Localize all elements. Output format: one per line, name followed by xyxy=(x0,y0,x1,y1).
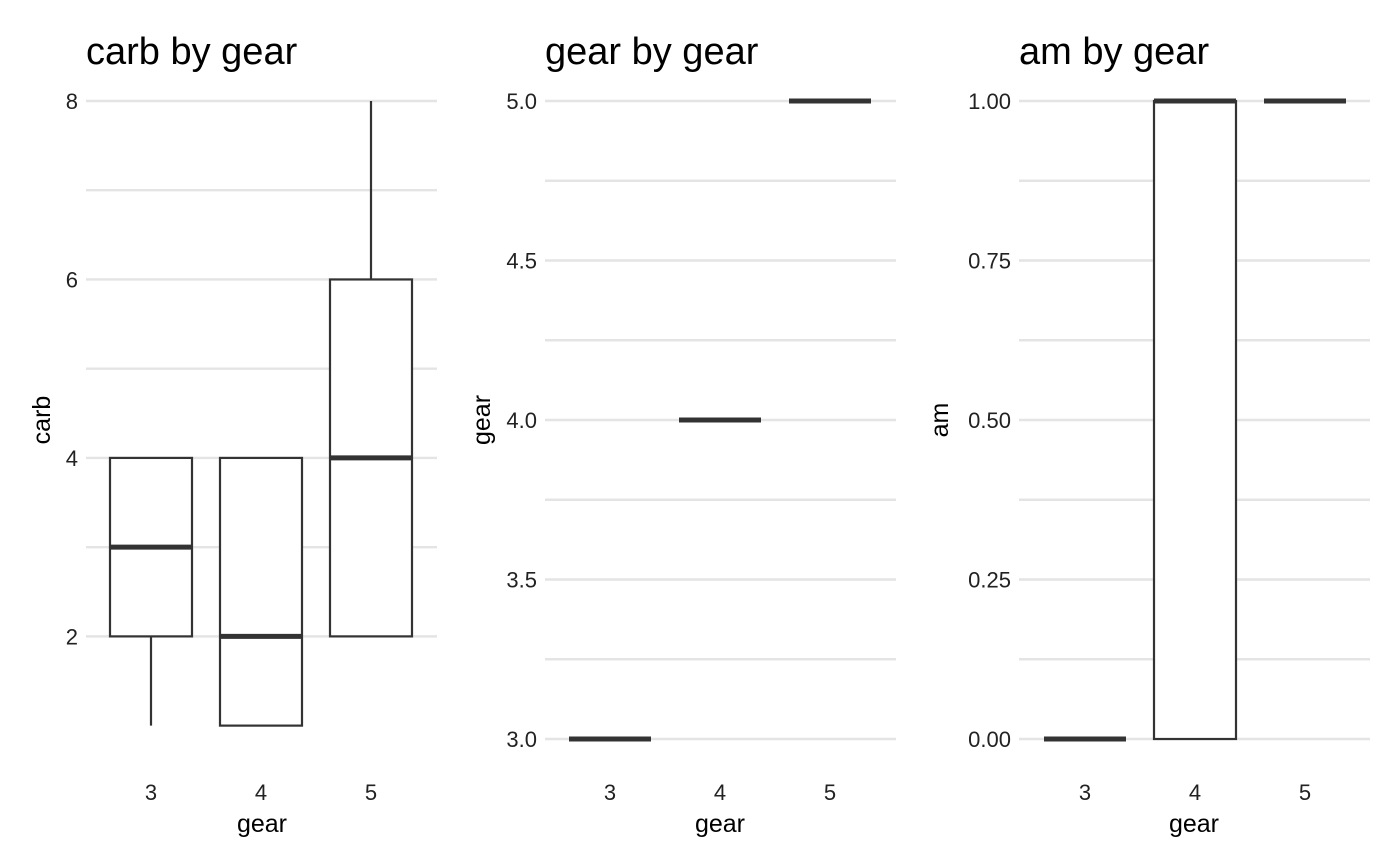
panel-2-plot-area: 3.0 3.5 4.0 4.5 5.0 3 4 5 xyxy=(506,89,896,805)
panel-1-y-tick-label-3: 8 xyxy=(66,89,78,114)
panel-3-box-4 xyxy=(1152,98,1238,741)
panel-1-box-3 xyxy=(108,456,194,726)
panel-1-iqr-box-4 xyxy=(218,456,304,727)
panel-3-x-tick-label-2: 5 xyxy=(1299,780,1311,805)
panel-1-y-tick-label-0: 2 xyxy=(66,624,78,649)
panel-1-box-5 xyxy=(328,101,414,638)
panel-carb-by-gear: carb by gear carb gear 2 4 6 8 3 4 5 xyxy=(28,31,437,838)
panel-3-x-axis-title: gear xyxy=(1169,810,1219,838)
panel-3-iqr-box-4 xyxy=(1152,99,1238,741)
panel-1-x-tick-label-1: 4 xyxy=(255,780,267,805)
panel-1-y-tick-label-1: 4 xyxy=(66,446,78,471)
panel-2-x-tick-label-0: 3 xyxy=(604,780,616,805)
panel-3-title: am by gear xyxy=(1019,31,1209,73)
panel-2-y-tick-label-2: 4.0 xyxy=(506,408,537,433)
panel-2-y-tick-label-0: 3.0 xyxy=(506,727,537,752)
panel-2-x-tick-label-1: 4 xyxy=(714,780,726,805)
panel-3-y-tick-label-3: 0.75 xyxy=(968,249,1011,274)
panel-1-x-tick-label-0: 3 xyxy=(145,780,157,805)
panel-2-y-axis-title: gear xyxy=(468,395,496,445)
panel-1-x-tick-label-2: 5 xyxy=(365,780,377,805)
panel-1-y-axis-title: carb xyxy=(28,396,56,445)
panel-2-y-tick-label-1: 3.5 xyxy=(506,568,537,593)
panel-am-by-gear: am by gear am gear 0.00 0.25 0.50 0.75 1.00 3… xyxy=(926,31,1370,838)
panel-2-x-axis-title: gear xyxy=(695,810,745,838)
panel-3-y-axis-title: am xyxy=(926,403,954,438)
panel-3-y-tick-label-4: 1.00 xyxy=(968,89,1011,114)
panel-3-y-tick-label-0: 0.00 xyxy=(968,727,1011,752)
panel-1-title: carb by gear xyxy=(86,31,298,73)
panel-1-box-4 xyxy=(218,456,304,727)
panel-3-y-tick-label-2: 0.50 xyxy=(968,408,1011,433)
panel-2-y-tick-label-3: 4.5 xyxy=(506,249,537,274)
panel-3-y-tick-label-1: 0.25 xyxy=(968,568,1011,593)
panel-2-title: gear by gear xyxy=(545,31,759,73)
panel-2-x-tick-label-2: 5 xyxy=(824,780,836,805)
panel-1-plot-area: 2 4 6 8 3 4 5 xyxy=(66,89,437,805)
panel-1-y-tick-label-2: 6 xyxy=(66,267,78,292)
panel-3-x-tick-label-0: 3 xyxy=(1079,780,1091,805)
panel-3-plot-area: 0.00 0.25 0.50 0.75 1.00 3 4 5 xyxy=(968,89,1370,805)
panel-1-x-axis-title: gear xyxy=(237,810,287,838)
panel-2-y-tick-label-4: 5.0 xyxy=(506,89,537,114)
panel-3-x-tick-label-1: 4 xyxy=(1189,780,1201,805)
panel-gear-by-gear: gear by gear gear gear 3.0 3.5 4.0 4.5 5.0 3 4… xyxy=(468,31,896,838)
